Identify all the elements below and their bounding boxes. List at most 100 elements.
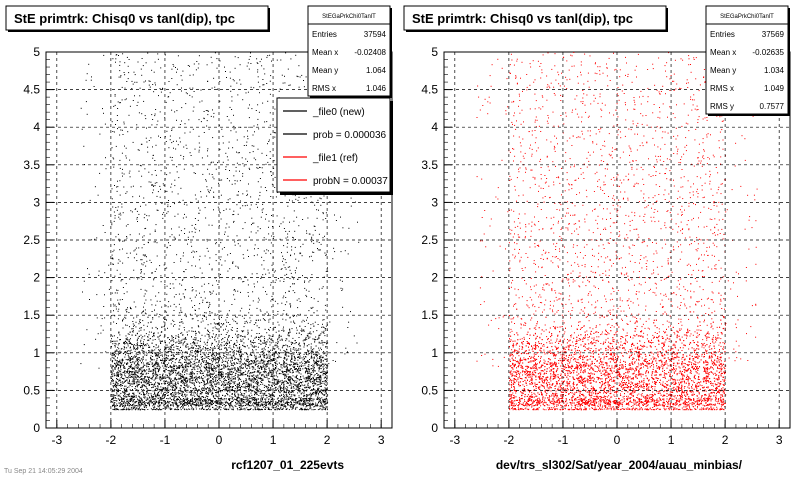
scatter-point [181,356,183,358]
scatter-point [311,398,313,400]
scatter-point [114,383,116,385]
scatter-point [212,351,214,353]
scatter-point [245,373,247,375]
scatter-point [120,388,122,389]
scatter-point [196,371,198,372]
scatter-point [300,376,302,377]
scatter-point [305,377,307,379]
scatter-point [142,343,144,345]
scatter-point [113,375,115,377]
scatter-point [261,378,263,380]
scatter-point [126,390,128,392]
scatter-point [141,403,143,405]
scatter-point [169,366,171,368]
scatter-point [280,388,282,389]
scatter-point [219,399,221,401]
scatter-point [292,370,294,372]
scatter-point [303,398,305,400]
scatter-point [168,376,170,378]
scatter-point [309,373,311,375]
scatter-point [129,366,131,367]
scatter-point [191,350,193,352]
scatter-point [234,381,236,382]
scatter-point [264,338,266,339]
scatter-point [134,405,136,407]
scatter-point [315,404,316,406]
scatter-point [119,399,120,401]
scatter-point [111,353,113,354]
scatter-point [130,366,132,368]
scatter-point [191,358,193,360]
scatter-point [114,342,116,344]
scatter-point [208,388,210,390]
scatter-point [134,368,135,370]
scatter-point [319,357,321,359]
scatter-point [270,388,272,390]
scatter-point [117,346,119,348]
scatter-point [286,368,288,370]
scatter-point [193,388,195,390]
scatter-point [285,362,287,364]
scatter-point [190,343,192,345]
scatter-point [217,356,218,358]
scatter-point [190,405,192,406]
scatter-point [135,376,137,378]
scatter-point [316,365,318,367]
scatter-point [260,397,262,399]
scatter-point [196,365,198,367]
scatter-point [273,382,275,384]
scatter-point [273,368,274,370]
scatter-point [296,378,298,380]
scatter-point [214,345,215,347]
scatter-point [287,399,289,401]
scatter-point [157,363,159,365]
scatter-point [192,377,194,379]
scatter-point [258,377,260,379]
scatter-point [307,371,309,373]
scatter-point [228,398,230,400]
scatter-point [291,342,293,344]
scatter-point [209,367,211,369]
scatter-point [155,387,157,389]
scatter-point [154,398,156,400]
scatter-point [185,338,187,340]
scatter-point [320,359,322,361]
scatter-point [172,357,174,359]
scatter-point [216,402,218,404]
scatter-point [112,335,114,337]
scatter-point [282,328,284,330]
scatter-point [308,372,310,374]
scatter-point [280,401,282,403]
scatter-point [152,398,154,400]
scatter-point [195,380,197,382]
scatter-point [297,353,299,355]
scatter-point [297,371,299,373]
scatter-point [126,402,128,404]
scatter-point [201,393,203,395]
scatter-point [313,381,315,383]
scatter-point [289,370,291,372]
scatter-point [307,350,309,352]
scatter-point [220,373,222,375]
scatter-point [323,380,325,382]
scatter-point [297,385,299,387]
scatter-point [172,388,174,390]
scatter-point [322,390,324,392]
scatter-point [267,360,269,362]
scatter-point [168,350,170,352]
scatter-point [306,345,308,347]
scatter-point [216,362,218,364]
scatter-point [201,373,203,375]
scatter-point [198,404,200,406]
scatter-point [256,357,258,359]
scatter-point [202,403,204,405]
scatter-point [147,402,148,404]
scatter-point [133,379,135,381]
scatter-point [156,364,158,366]
scatter-point [251,396,253,398]
scatter-point [240,361,242,363]
scatter-point [115,365,117,367]
scatter-point [309,397,311,399]
scatter-point [239,366,241,368]
scatter-point [322,363,324,365]
